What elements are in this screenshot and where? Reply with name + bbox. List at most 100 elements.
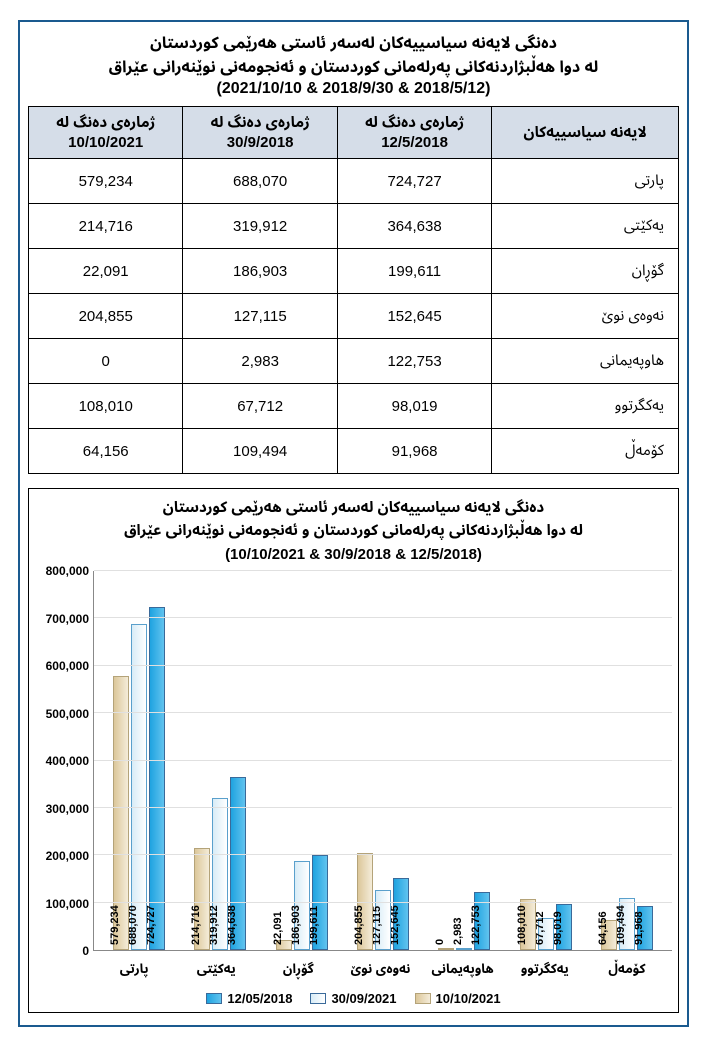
table-row: هاوپەیمانی122,7532,9830 [29, 339, 679, 384]
cell-party: پارتی [492, 159, 679, 204]
cell-v2: 186,903 [183, 249, 337, 294]
bar: 91,968 [637, 906, 653, 950]
cell-party: یەکگرتوو [492, 384, 679, 429]
plot-area: 724,727688,070579,234364,638319,912214,7… [93, 571, 672, 951]
bar: 109,494 [619, 898, 635, 950]
chart-title: دەنگی لایەنە سیاسییەکان لەسەر ئاستی هەرێ… [35, 497, 672, 542]
y-tick: 600,000 [46, 659, 89, 673]
y-axis: 0100,000200,000300,000400,000500,000600,… [35, 571, 93, 951]
swatch-icon [415, 993, 431, 1004]
col-2021-10: ژمارەی دەنگ لە10/10/2021 [29, 107, 183, 159]
bar: 22,091 [276, 940, 292, 950]
swatch-icon [206, 993, 222, 1004]
bar: 64,156 [601, 920, 617, 950]
y-tick: 700,000 [46, 612, 89, 626]
title-line-1: دەنگی لایەنە سیاسییەکان لەسەر ئاستی هەرێ… [28, 32, 679, 56]
bar-group: 364,638319,912214,716 [194, 571, 246, 950]
bar: 214,716 [194, 848, 210, 950]
bar-value-label: 204,855 [353, 905, 365, 945]
cell-v3: 108,010 [29, 384, 183, 429]
bar: 152,645 [393, 878, 409, 950]
gridline [94, 854, 672, 855]
col-party: لایەنە سیاسییەکان [492, 107, 679, 159]
cell-party: گۆڕان [492, 249, 679, 294]
cell-v3: 22,091 [29, 249, 183, 294]
table-row: پارتی724,727688,070579,234 [29, 159, 679, 204]
x-axis-labels: پارتییەکێتیگۆڕاننەوەی نوێهاوپەیمانییەکگر… [35, 951, 672, 983]
bar: 724,727 [149, 607, 165, 950]
cell-v3: 64,156 [29, 429, 183, 474]
cell-v2: 109,494 [183, 429, 337, 474]
x-tick-label: پارتی [93, 955, 175, 983]
bar-value-label: 214,716 [190, 905, 202, 945]
gridline [94, 665, 672, 666]
bar-group: 91,968109,49464,156 [601, 571, 653, 950]
bar: 2,983 [456, 948, 472, 950]
bar: 122,753 [474, 892, 490, 950]
x-tick-label: یەکێتی [175, 955, 257, 983]
bar: 319,912 [212, 798, 228, 950]
cell-party: هاوپەیمانی [492, 339, 679, 384]
chart-plot: 0100,000200,000300,000400,000500,000600,… [35, 571, 672, 951]
legend-item-0: 12/05/2018 [206, 991, 292, 1006]
cell-v1: 199,611 [337, 249, 491, 294]
table-row: یەکێتی364,638319,912214,716 [29, 204, 679, 249]
bar-value-label: 122,753 [470, 905, 482, 945]
table-row: نەوەی نوێ152,645127,115204,855 [29, 294, 679, 339]
gridline [94, 570, 672, 571]
bar-group: 152,645127,115204,855 [357, 571, 409, 950]
cell-v3: 579,234 [29, 159, 183, 204]
bar-value-label: 64,156 [597, 911, 609, 945]
cell-party: یەکێتی [492, 204, 679, 249]
gridline [94, 807, 672, 808]
y-tick: 800,000 [46, 564, 89, 578]
cell-v1: 91,968 [337, 429, 491, 474]
cell-v1: 122,753 [337, 339, 491, 384]
y-tick: 500,000 [46, 707, 89, 721]
bar-group: 122,7532,9830 [438, 571, 490, 950]
chart-container: دەنگی لایەنە سیاسییەکان لەسەر ئاستی هەرێ… [28, 488, 679, 1013]
cell-v1: 152,645 [337, 294, 491, 339]
gridline [94, 712, 672, 713]
cell-party: کۆمەڵ [492, 429, 679, 474]
bar-group: 724,727688,070579,234 [113, 571, 165, 950]
gridline [94, 617, 672, 618]
bar-value-label: 2,983 [452, 917, 464, 945]
cell-v2: 319,912 [183, 204, 337, 249]
cell-v3: 214,716 [29, 204, 183, 249]
cell-v3: 0 [29, 339, 183, 384]
x-tick-label: هاوپەیمانی [422, 955, 504, 983]
bar-value-label: 579,234 [109, 905, 121, 945]
cell-party: نەوەی نوێ [492, 294, 679, 339]
gridline [94, 760, 672, 761]
gridline [94, 902, 672, 903]
cell-v2: 688,070 [183, 159, 337, 204]
bar: 108,010 [520, 899, 536, 950]
bar-group: 98,01967,712108,010 [520, 571, 572, 950]
cell-v2: 127,115 [183, 294, 337, 339]
y-tick: 0 [82, 944, 89, 958]
cell-v2: 2,983 [183, 339, 337, 384]
cell-v1: 98,019 [337, 384, 491, 429]
col-2018-09: ژمارەی دەنگ لە30/9/2018 [183, 107, 337, 159]
legend-item-2: 10/10/2021 [415, 991, 501, 1006]
legend-item-1: 30/09/2021 [310, 991, 396, 1006]
bar-value-label: 108,010 [516, 905, 528, 945]
bar: 364,638 [230, 777, 246, 950]
cell-v2: 67,712 [183, 384, 337, 429]
col-2018-05: ژمارەی دەنگ لە12/5/2018 [337, 107, 491, 159]
bar: 127,115 [375, 890, 391, 950]
bar: 199,611 [312, 855, 328, 950]
bar-value-label: 22,091 [272, 911, 284, 945]
bar-group: 199,611186,90322,091 [276, 571, 328, 950]
title-line-2: لە دوا هەڵبژاردنەکانی پەرلەمانی کوردستان… [28, 56, 679, 80]
x-tick-label: یەکگرتوو [504, 955, 586, 983]
x-tick-label: گۆڕان [257, 955, 339, 983]
cell-v1: 364,638 [337, 204, 491, 249]
swatch-icon [310, 993, 326, 1004]
bar: 67,712 [538, 918, 554, 950]
table-row: گۆڕان199,611186,90322,091 [29, 249, 679, 294]
bar-value-label: 0 [434, 939, 446, 945]
table-row: یەکگرتوو98,01967,712108,010 [29, 384, 679, 429]
document-frame: دەنگی لایەنە سیاسییەکان لەسەر ئاستی هەرێ… [18, 20, 689, 1027]
